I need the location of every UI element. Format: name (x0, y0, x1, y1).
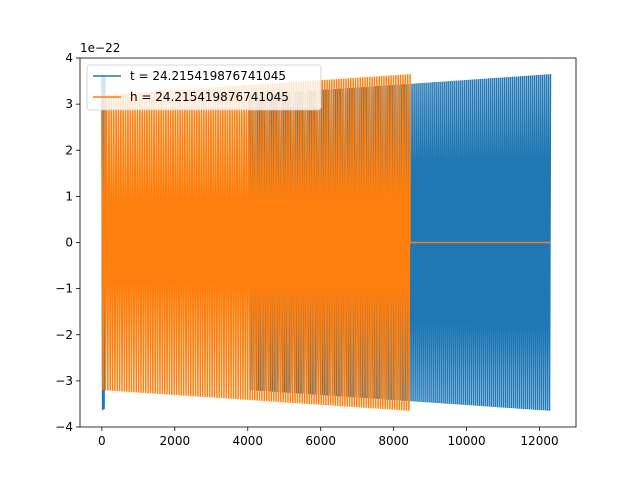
series-line-1 (101, 74, 551, 411)
x-tick-label: 4000 (232, 434, 263, 448)
x-tick-label: 10000 (447, 434, 485, 448)
x-tick-label: 12000 (520, 434, 558, 448)
y-tick-label: 1 (65, 189, 73, 203)
legend-label-t: t = 24.215419876741045 (130, 69, 286, 83)
y-scale-label: 1e−22 (80, 41, 120, 55)
x-tick-label: 8000 (378, 434, 409, 448)
x-axis: 0 2000 4000 6000 8000 10000 12000 (98, 427, 559, 448)
y-axis: −4 −3 −2 −1 0 1 2 3 4 (55, 51, 80, 434)
y-tick-label: 3 (65, 97, 73, 111)
legend-box (86, 64, 322, 111)
y-tick-label: 2 (65, 143, 73, 157)
y-tick-label: −3 (55, 374, 73, 388)
x-tick-label: 0 (98, 434, 106, 448)
y-tick-label: −4 (55, 420, 73, 434)
y-tick-label: 4 (65, 51, 73, 65)
y-tick-label: −2 (55, 328, 73, 342)
legend: t = 24.215419876741045 h = 24.2154198767… (86, 64, 322, 111)
y-tick-label: −1 (55, 282, 73, 296)
x-tick-label: 6000 (305, 434, 336, 448)
series-layer (101, 74, 552, 411)
legend-label-h: h = 24.215419876741045 (130, 90, 289, 104)
x-tick-label: 2000 (160, 434, 191, 448)
y-tick-label: 0 (65, 236, 73, 250)
